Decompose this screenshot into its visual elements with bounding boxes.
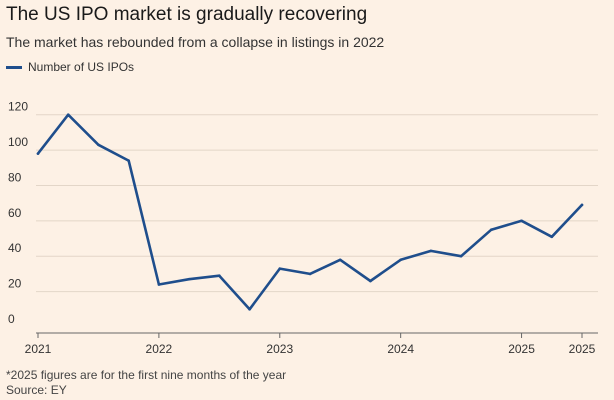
footnote: *2025 figures are for the first nine mon… <box>6 368 287 382</box>
y-tick-label: 120 <box>8 100 28 114</box>
data-point <box>399 258 402 262</box>
legend: Number of US IPOs <box>6 60 134 74</box>
data-point <box>157 283 161 286</box>
data-point <box>338 258 342 262</box>
y-tick-label: 40 <box>8 241 22 255</box>
data-point <box>308 272 312 276</box>
x-tick-label: 2023 <box>266 342 293 356</box>
source: Source: EY <box>6 383 67 397</box>
data-point <box>369 279 372 283</box>
footnote-block: *2025 figures are for the first nine mon… <box>6 368 286 398</box>
y-tick-label: 80 <box>8 170 22 184</box>
legend-swatch <box>6 65 22 69</box>
legend-label: Number of US IPOs <box>28 60 135 74</box>
data-point <box>187 277 191 281</box>
data-point <box>97 143 100 147</box>
chart-subtitle: The market has rebounded from a collapse… <box>6 34 385 50</box>
data-point <box>580 203 584 207</box>
x-tick-label: 2025 <box>508 342 535 356</box>
x-tick-label: 2024 <box>387 342 414 356</box>
x-tick-label: 2021 <box>25 342 52 356</box>
data-point <box>248 308 251 311</box>
x-tick-label: 2025 <box>569 342 596 356</box>
data-point <box>490 228 493 231</box>
y-tick-label: 20 <box>8 277 22 291</box>
chart-title: The US IPO market is gradually recoverin… <box>6 4 368 25</box>
data-point <box>520 219 523 223</box>
data-point <box>550 235 554 239</box>
data-point <box>429 249 433 253</box>
data-point <box>278 267 282 270</box>
x-tick-label: 2022 <box>146 342 173 356</box>
data-point <box>459 254 463 258</box>
y-tick-label: 100 <box>8 135 28 149</box>
data-point <box>36 152 40 155</box>
data-point <box>66 113 70 116</box>
y-tick-label: 0 <box>8 312 15 326</box>
y-tick-label: 60 <box>8 206 22 220</box>
data-point <box>218 274 221 277</box>
data-point <box>127 159 130 162</box>
series-line <box>36 113 584 311</box>
